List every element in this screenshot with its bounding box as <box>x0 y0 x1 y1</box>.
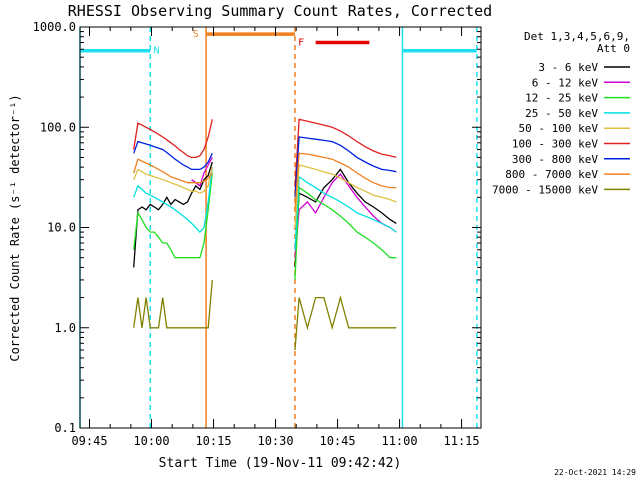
flag-bars: N S F <box>80 29 477 57</box>
chart-title: RHESSI Observing Summary Count Rates, Co… <box>68 2 492 20</box>
legend: Det 1,3,4,5,6,9, Att 0 3 - 6 keV 6 - 12 k… <box>492 30 630 196</box>
y-tick-label-0: 0.1 <box>54 421 76 435</box>
y-axis-ticks: 0.1 1.0 10.0 100.0 1000.0 <box>33 20 481 435</box>
series-2 <box>133 172 397 280</box>
x-tick-label-2: 10:15 <box>195 434 231 448</box>
legend-label-3: 25 - 50 keV <box>525 107 598 120</box>
y-tick-label-1: 1.0 <box>54 321 76 335</box>
x-axis-label: Start Time (19-Nov-11 09:42:42) <box>159 456 402 471</box>
series-3 <box>133 167 397 250</box>
series-line-3-1 <box>294 175 397 250</box>
series-layer <box>133 118 397 351</box>
y-tick-label-4: 1000.0 <box>33 20 76 34</box>
series-4 <box>133 164 397 228</box>
legend-label-4: 50 - 100 keV <box>519 122 599 135</box>
legend-subheader: Att 0 <box>597 42 630 55</box>
legend-label-0: 3 - 6 keV <box>538 61 598 74</box>
series-line-0-1 <box>294 168 397 268</box>
legend-label-8: 7000 - 15000 keV <box>492 183 598 196</box>
series-5 <box>133 118 397 188</box>
series-line-2-1 <box>294 186 397 280</box>
flag-letter-s: S <box>193 29 199 40</box>
series-line-2-0 <box>133 172 213 259</box>
series-line-6-1 <box>294 136 397 198</box>
series-line-4-0 <box>133 166 213 194</box>
x-tick-label-5: 11:00 <box>381 434 417 448</box>
legend-label-2: 12 - 25 keV <box>525 92 598 105</box>
legend-label-7: 800 - 7000 keV <box>505 168 598 181</box>
legend-label-1: 6 - 12 keV <box>532 76 599 89</box>
series-line-7-1 <box>294 152 397 210</box>
series-line-8-0 <box>133 279 213 329</box>
flag-letter-f: F <box>298 38 304 49</box>
timestamp: 22-Oct-2021 14:29 <box>554 468 636 477</box>
series-6 <box>133 136 397 198</box>
legend-entries: 3 - 6 keV 6 - 12 keV 12 - 25 keV 25 - 50 ke… <box>492 61 630 196</box>
legend-label-5: 100 - 300 keV <box>512 138 598 151</box>
series-0 <box>133 161 397 268</box>
series-7 <box>133 152 397 210</box>
series-line-5-0 <box>133 119 213 159</box>
x-tick-label-6: 11:15 <box>444 434 480 448</box>
x-tick-label-0: 09:45 <box>71 434 107 448</box>
x-axis-ticks: 09:45 10:00 10:15 10:30 10:45 11:00 11:15 <box>71 27 480 448</box>
legend-label-6: 300 - 800 keV <box>512 153 598 166</box>
flag-letter-n: N <box>153 46 159 57</box>
x-tick-label-4: 10:45 <box>319 434 355 448</box>
series-line-5-1 <box>294 118 397 188</box>
series-line-8-1 <box>294 295 397 351</box>
series-8 <box>133 279 397 351</box>
x-tick-label-3: 10:30 <box>257 434 293 448</box>
series-line-0-0 <box>133 161 213 268</box>
y-tick-label-3: 100.0 <box>40 120 76 134</box>
x-tick-label-1: 10:00 <box>133 434 169 448</box>
series-line-3-0 <box>133 167 213 234</box>
series-line-6-0 <box>133 140 213 171</box>
y-axis-label: Corrected Count Rate (s⁻¹ detector⁻¹) <box>8 94 22 361</box>
series-line-7-0 <box>133 158 213 184</box>
y-tick-label-2: 10.0 <box>47 221 76 235</box>
series-line-4-1 <box>294 164 397 228</box>
legend-header: Det 1,3,4,5,6,9, <box>524 30 630 43</box>
